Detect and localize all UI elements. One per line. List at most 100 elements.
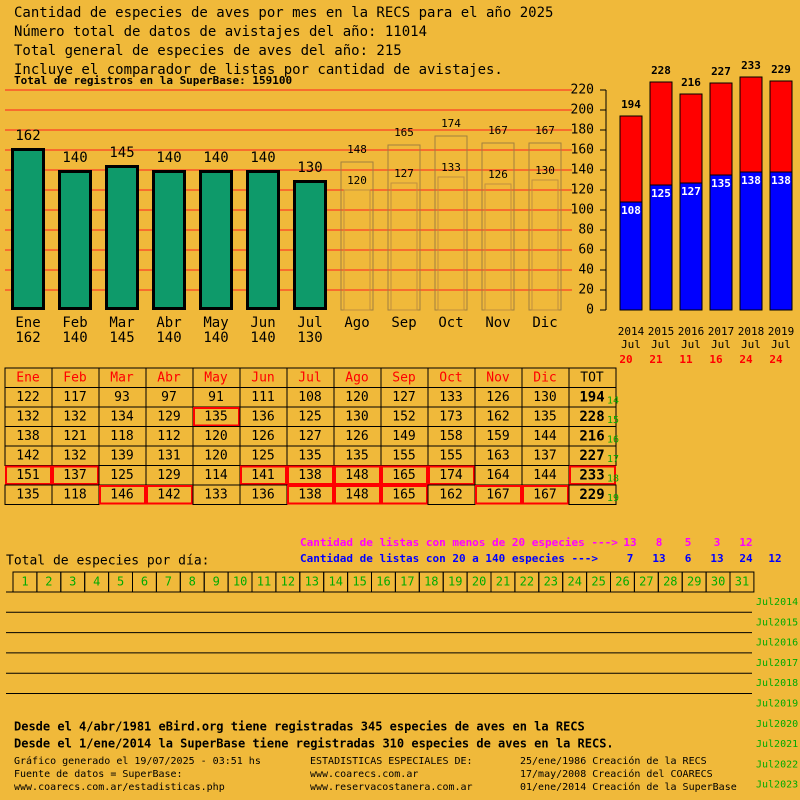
table-cell-text: 142 xyxy=(16,449,39,464)
table-cell xyxy=(52,465,99,485)
day-header: 23 xyxy=(544,575,558,589)
footer-text: Desde el 4/abr/1981 eBird.org tiene regi… xyxy=(14,720,585,734)
bar-segment xyxy=(679,93,703,184)
day-header: 22 xyxy=(520,575,534,589)
table-cell-text: 164 xyxy=(486,468,510,483)
x-tick-label: 2016 xyxy=(678,325,705,338)
year-label: Jul2022 xyxy=(756,759,798,770)
bar-label: 167 xyxy=(535,124,555,137)
table-cell-text: 126 xyxy=(345,429,368,444)
table-cell-text: 216 xyxy=(579,429,604,445)
x-sublabel: Jul xyxy=(681,338,701,351)
total-label: 229 xyxy=(771,63,791,76)
table-header: Jul xyxy=(298,371,321,386)
x-tick-label: May xyxy=(203,315,228,331)
table-cell xyxy=(334,485,381,505)
total-label: 216 xyxy=(681,76,701,89)
table-cell-text: 155 xyxy=(392,449,415,464)
bar-segment xyxy=(619,115,643,203)
x-sublabel: Jul xyxy=(741,338,761,351)
table-cell-text: 135 xyxy=(345,449,368,464)
table-header: Abr xyxy=(157,371,181,386)
bar-segment xyxy=(619,201,643,311)
table-cell-text: 93 xyxy=(114,390,130,405)
table-cell-text: 125 xyxy=(298,410,321,425)
year-label: Jul2015 xyxy=(756,617,798,628)
y-tick-label: 80 xyxy=(578,223,594,238)
table-cell-text: 141 xyxy=(251,468,274,483)
inner-bar xyxy=(437,176,465,311)
table-header: Ago xyxy=(345,371,368,386)
year-label: Jul2016 xyxy=(756,638,798,649)
table-cell-text: 142 xyxy=(157,488,180,503)
row-id: 14 xyxy=(607,396,619,407)
table-cell-text: 108 xyxy=(298,390,321,405)
x-tick-label: Dic xyxy=(532,315,557,331)
blue-label: 138 xyxy=(741,174,761,187)
table-cell xyxy=(522,485,569,505)
x-tick-label: 2014 xyxy=(618,325,645,338)
legend-text: Cantidad de listas con 20 a 140 especies… xyxy=(300,552,598,565)
header-line: Total general de especies de aves del añ… xyxy=(14,43,402,59)
footer-text: Desde el 1/ene/2014 la SuperBase tiene r… xyxy=(14,737,614,751)
table-cell-text: 165 xyxy=(392,488,415,503)
x-tick-label: 2018 xyxy=(738,325,765,338)
x-tick-label: Nov xyxy=(485,315,510,331)
table-cell-text: 137 xyxy=(533,449,556,464)
legend-value: 3 xyxy=(714,536,721,549)
x-value-label: 140 xyxy=(250,330,275,346)
day-header: 1 xyxy=(21,575,28,589)
table-cell-text: 136 xyxy=(251,410,274,425)
x-sublabel: Jul xyxy=(711,338,731,351)
bar-label: 148 xyxy=(347,143,367,156)
header-line: Cantidad de especies de aves por mes en … xyxy=(14,5,553,21)
bar-label: 140 xyxy=(62,150,87,166)
x-tick-label: Sep xyxy=(391,315,416,331)
table-cell-text: 129 xyxy=(157,410,180,425)
day-header: 20 xyxy=(472,575,486,589)
bar-label: 140 xyxy=(250,150,275,166)
table-cell-text: 163 xyxy=(486,449,509,464)
table-cell xyxy=(287,485,334,505)
x-value-label: 130 xyxy=(297,330,322,346)
table-cell-text: 127 xyxy=(392,390,415,405)
day-header: 18 xyxy=(424,575,438,589)
x-sublabel: Jul xyxy=(651,338,671,351)
bar-segment xyxy=(649,81,673,186)
bar-inner xyxy=(108,168,136,307)
table-cell-text: 125 xyxy=(110,468,133,483)
table-cell-text: 129 xyxy=(157,468,180,483)
blue-label: 108 xyxy=(621,204,641,217)
total-label: 194 xyxy=(621,98,641,111)
day-header: 11 xyxy=(257,575,271,589)
table-cell-text: 138 xyxy=(298,488,321,503)
row-id: 15 xyxy=(607,415,619,426)
bar-segment xyxy=(649,184,673,311)
table-cell-text: 135 xyxy=(298,449,321,464)
inner-bar xyxy=(390,182,418,311)
table-cell xyxy=(5,465,52,485)
legend-value: 6 xyxy=(685,552,692,565)
bar-segment xyxy=(679,182,703,311)
day-header: 24 xyxy=(567,575,581,589)
table-cell-text: 121 xyxy=(63,429,86,444)
table-cell xyxy=(287,465,334,485)
x-tick-label: 2017 xyxy=(708,325,735,338)
x-tick-label: Oct xyxy=(438,315,463,331)
table-cell-text: 120 xyxy=(204,449,227,464)
legend-value: 12 xyxy=(768,552,781,565)
day-header: 16 xyxy=(376,575,390,589)
table-cell xyxy=(568,484,617,505)
blue-label: 138 xyxy=(771,174,791,187)
count-label: 11 xyxy=(679,353,693,366)
table-cell-text: 127 xyxy=(298,429,321,444)
table-cell xyxy=(475,485,522,505)
table-cell-text: 137 xyxy=(63,468,86,483)
table-header: Jun xyxy=(251,371,274,386)
day-header: 27 xyxy=(639,575,653,589)
table-cell-text: 233 xyxy=(579,468,604,484)
bar-label: 174 xyxy=(441,117,461,130)
table-cell-text: 138 xyxy=(298,468,321,483)
table-cell-text: 148 xyxy=(345,468,368,483)
